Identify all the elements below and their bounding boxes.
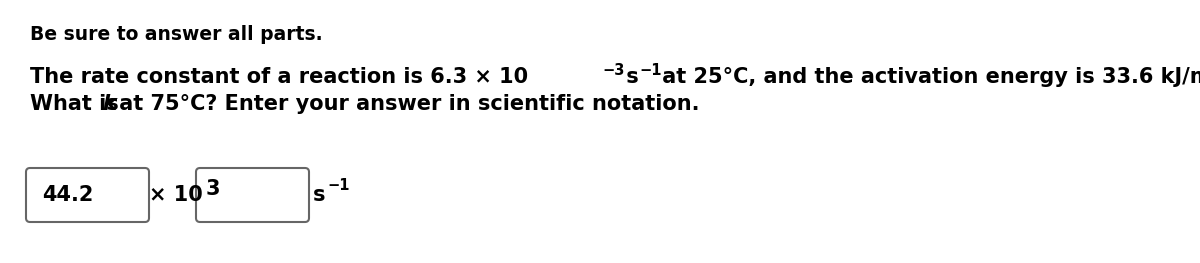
Text: k: k [102, 94, 116, 114]
FancyBboxPatch shape [196, 168, 310, 222]
Text: −1: −1 [640, 63, 661, 78]
Text: −3: −3 [602, 63, 624, 78]
Text: What is: What is [30, 94, 126, 114]
Text: s: s [313, 185, 325, 205]
Text: 3: 3 [206, 179, 221, 199]
Text: s: s [619, 67, 638, 87]
Text: 44.2: 44.2 [42, 185, 94, 205]
Text: × 10: × 10 [149, 185, 203, 205]
Text: The rate constant of a reaction is 6.3 × 10: The rate constant of a reaction is 6.3 ×… [30, 67, 528, 87]
Text: −1: −1 [326, 179, 349, 194]
Text: at 75°C? Enter your answer in scientific notation.: at 75°C? Enter your answer in scientific… [112, 94, 700, 114]
Text: Be sure to answer all parts.: Be sure to answer all parts. [30, 25, 323, 44]
Text: at 25°C, and the activation energy is 33.6 kJ/mol.: at 25°C, and the activation energy is 33… [655, 67, 1200, 87]
FancyBboxPatch shape [26, 168, 149, 222]
